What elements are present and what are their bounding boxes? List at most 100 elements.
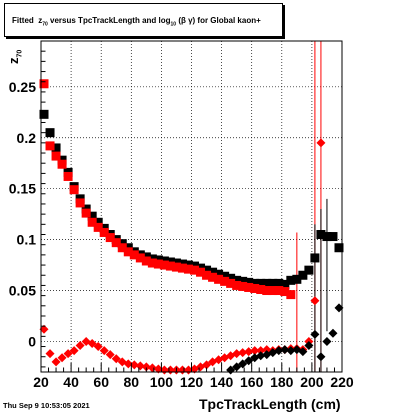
diamond-marker	[99, 346, 109, 356]
square-marker	[190, 265, 200, 275]
diamond-marker	[69, 346, 79, 356]
square-marker	[51, 143, 61, 153]
square-marker	[268, 278, 278, 288]
square-marker	[274, 286, 284, 296]
x-tick-label: 120	[180, 374, 204, 390]
diamond-marker	[244, 356, 254, 366]
square-marker	[322, 232, 332, 242]
square-marker	[274, 278, 284, 288]
diamond-marker	[87, 338, 97, 348]
square-marker	[262, 278, 272, 288]
square-marker	[129, 250, 139, 260]
square-marker	[57, 159, 67, 169]
diamond-marker	[57, 353, 67, 363]
square-marker	[256, 278, 266, 288]
diamond-marker	[75, 341, 85, 351]
x-tick-label: 60	[93, 374, 109, 390]
y-axis-label: z70	[6, 49, 24, 64]
square-marker	[238, 281, 248, 291]
diamond-marker	[63, 349, 73, 359]
x-tick-label: 80	[124, 374, 140, 390]
diamond-marker	[262, 345, 272, 355]
diamond-marker	[202, 360, 212, 370]
square-marker	[69, 185, 79, 195]
y-tick-label: 0.05	[9, 283, 36, 299]
square-marker	[208, 267, 218, 277]
square-marker	[93, 222, 103, 232]
square-marker	[135, 253, 145, 263]
square-marker	[286, 290, 296, 300]
diamond-marker	[316, 352, 326, 362]
square-marker	[159, 260, 169, 270]
square-marker	[304, 265, 314, 275]
x-tick-label: 20	[33, 374, 49, 390]
square-marker	[45, 141, 55, 151]
tick-labels: 20 40 60 80 100 120 140 160 180 200 220 0 0.05 0.1 0.1…	[9, 79, 354, 390]
diamond-marker	[51, 357, 61, 367]
x-tick-label: 220	[330, 374, 354, 390]
diamond-marker	[123, 359, 133, 369]
square-marker	[214, 269, 224, 279]
diamond-marker	[298, 347, 308, 357]
diamond-marker	[256, 351, 266, 361]
square-marker	[250, 283, 260, 293]
square-marker	[147, 258, 157, 268]
x-tick-label: 160	[240, 374, 264, 390]
square-marker	[220, 271, 230, 281]
diamond-marker	[310, 296, 320, 306]
diamond-marker	[93, 342, 103, 352]
square-marker	[93, 217, 103, 227]
x-tick-label: 140	[210, 374, 234, 390]
y-tick-label: 0.25	[9, 79, 36, 95]
diamond-marker	[232, 362, 242, 372]
diamond-marker	[135, 361, 145, 371]
square-marker	[328, 232, 338, 242]
diamond-marker	[45, 349, 55, 359]
axis-ticks	[40, 40, 343, 372]
square-marker	[177, 263, 187, 273]
square-marker	[117, 243, 127, 253]
y-tick-label: 0.2	[17, 130, 37, 146]
square-marker	[244, 282, 254, 292]
square-marker	[111, 238, 121, 248]
square-marker	[244, 277, 254, 287]
square-marker	[196, 267, 206, 277]
square-marker	[232, 275, 242, 285]
square-marker	[280, 279, 290, 289]
square-marker	[220, 276, 230, 286]
square-marker	[75, 198, 85, 208]
square-marker	[226, 273, 236, 283]
square-marker	[298, 270, 308, 280]
diamond-marker	[334, 303, 344, 313]
x-tick-label: 40	[63, 374, 79, 390]
square-marker	[171, 262, 181, 272]
square-marker	[202, 265, 212, 275]
square-marker	[153, 259, 163, 269]
square-marker	[165, 261, 175, 271]
x-axis-label: TpcTrackLength (cm)	[199, 396, 341, 412]
diamond-marker	[238, 359, 248, 369]
diamond-marker	[129, 360, 139, 370]
y-tick-label: 0.1	[17, 232, 37, 248]
square-marker	[63, 171, 73, 181]
square-marker	[81, 208, 91, 218]
diamond-marker	[238, 348, 248, 358]
square-marker	[334, 243, 344, 253]
chart-title: Fitted z70 versus TpcTrackLength and log…	[12, 16, 261, 28]
diamond-marker	[250, 346, 260, 356]
square-marker	[268, 286, 278, 296]
square-marker	[250, 278, 260, 288]
square-marker	[262, 286, 272, 296]
square-marker	[202, 270, 212, 280]
title-box: Fitted z70 versus TpcTrackLength and log…	[4, 3, 283, 37]
diamond-marker	[304, 341, 314, 351]
y-tick-label: 0.15	[9, 181, 36, 197]
diamond-marker	[244, 347, 254, 357]
diamond-marker	[310, 329, 320, 339]
square-marker	[256, 285, 266, 295]
square-marker	[51, 151, 61, 161]
square-marker	[39, 79, 49, 89]
diamond-marker	[328, 328, 338, 338]
diamond-marker	[111, 354, 121, 364]
